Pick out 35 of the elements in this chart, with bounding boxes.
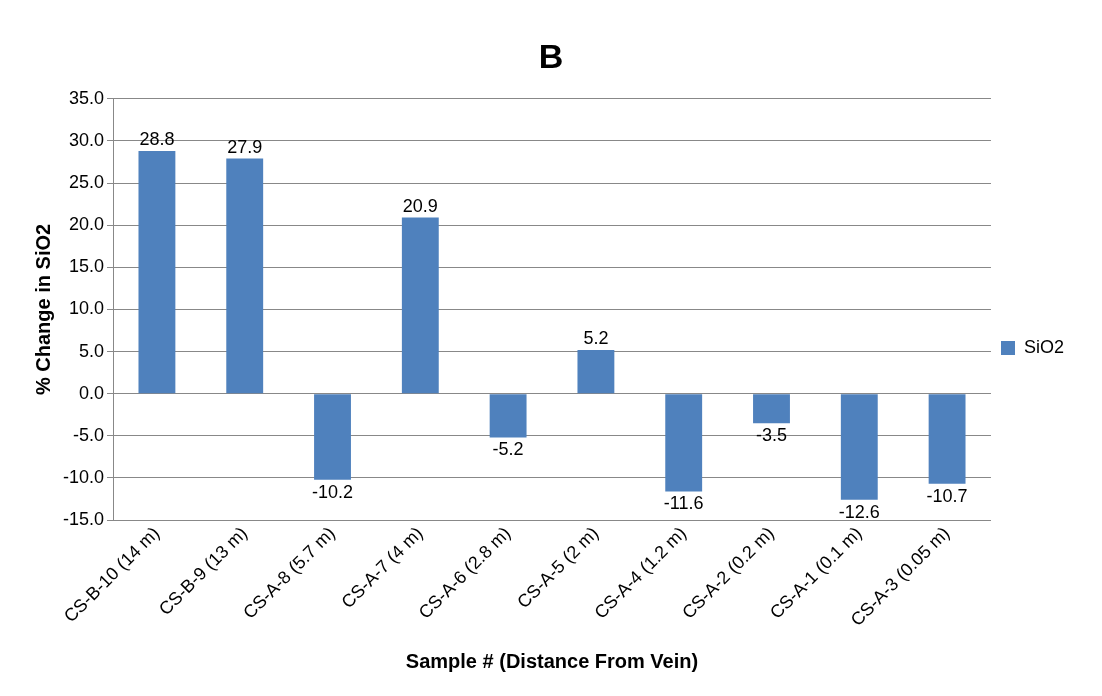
- data-label: 20.9: [402, 195, 438, 216]
- bar: [753, 394, 790, 424]
- data-label: 28.8: [139, 129, 175, 150]
- bar: [401, 217, 439, 394]
- data-label: -10.7: [926, 485, 968, 506]
- y-tick-label: 15.0: [68, 256, 105, 277]
- bar: [489, 394, 527, 438]
- chart-title: B: [538, 36, 564, 75]
- bar: [928, 394, 966, 484]
- y-tick-label: 20.0: [68, 214, 105, 235]
- data-label: -5.2: [492, 439, 524, 460]
- x-axis-title: Sample # (Distance From Vein): [405, 649, 699, 672]
- y-tick-label: 25.0: [68, 172, 105, 193]
- data-label: 27.9: [227, 136, 263, 157]
- bar: [138, 151, 176, 394]
- bar: [665, 394, 703, 492]
- bar: [840, 394, 878, 500]
- y-tick-label: 30.0: [68, 129, 105, 150]
- data-label: -10.2: [312, 481, 354, 502]
- y-tick-label: 5.0: [79, 340, 105, 361]
- bar: [577, 349, 615, 394]
- bar: [314, 394, 351, 480]
- y-tick-label: 35.0: [68, 87, 105, 108]
- y-tick-label: 0.0: [79, 382, 105, 403]
- bar: [226, 158, 264, 394]
- y-tick-label: -15.0: [63, 509, 105, 530]
- data-label: -11.6: [663, 493, 704, 514]
- y-tick-label: 10.0: [68, 298, 105, 319]
- data-label: -3.5: [755, 425, 788, 446]
- y-tick-label: -10.0: [63, 466, 105, 487]
- legend-label: SiO2: [1023, 336, 1065, 357]
- y-axis-title: % Change in SiO2: [31, 223, 54, 396]
- y-tick-label: -5.0: [73, 424, 105, 445]
- data-label: 5.2: [583, 327, 609, 348]
- data-label: -12.6: [838, 501, 880, 522]
